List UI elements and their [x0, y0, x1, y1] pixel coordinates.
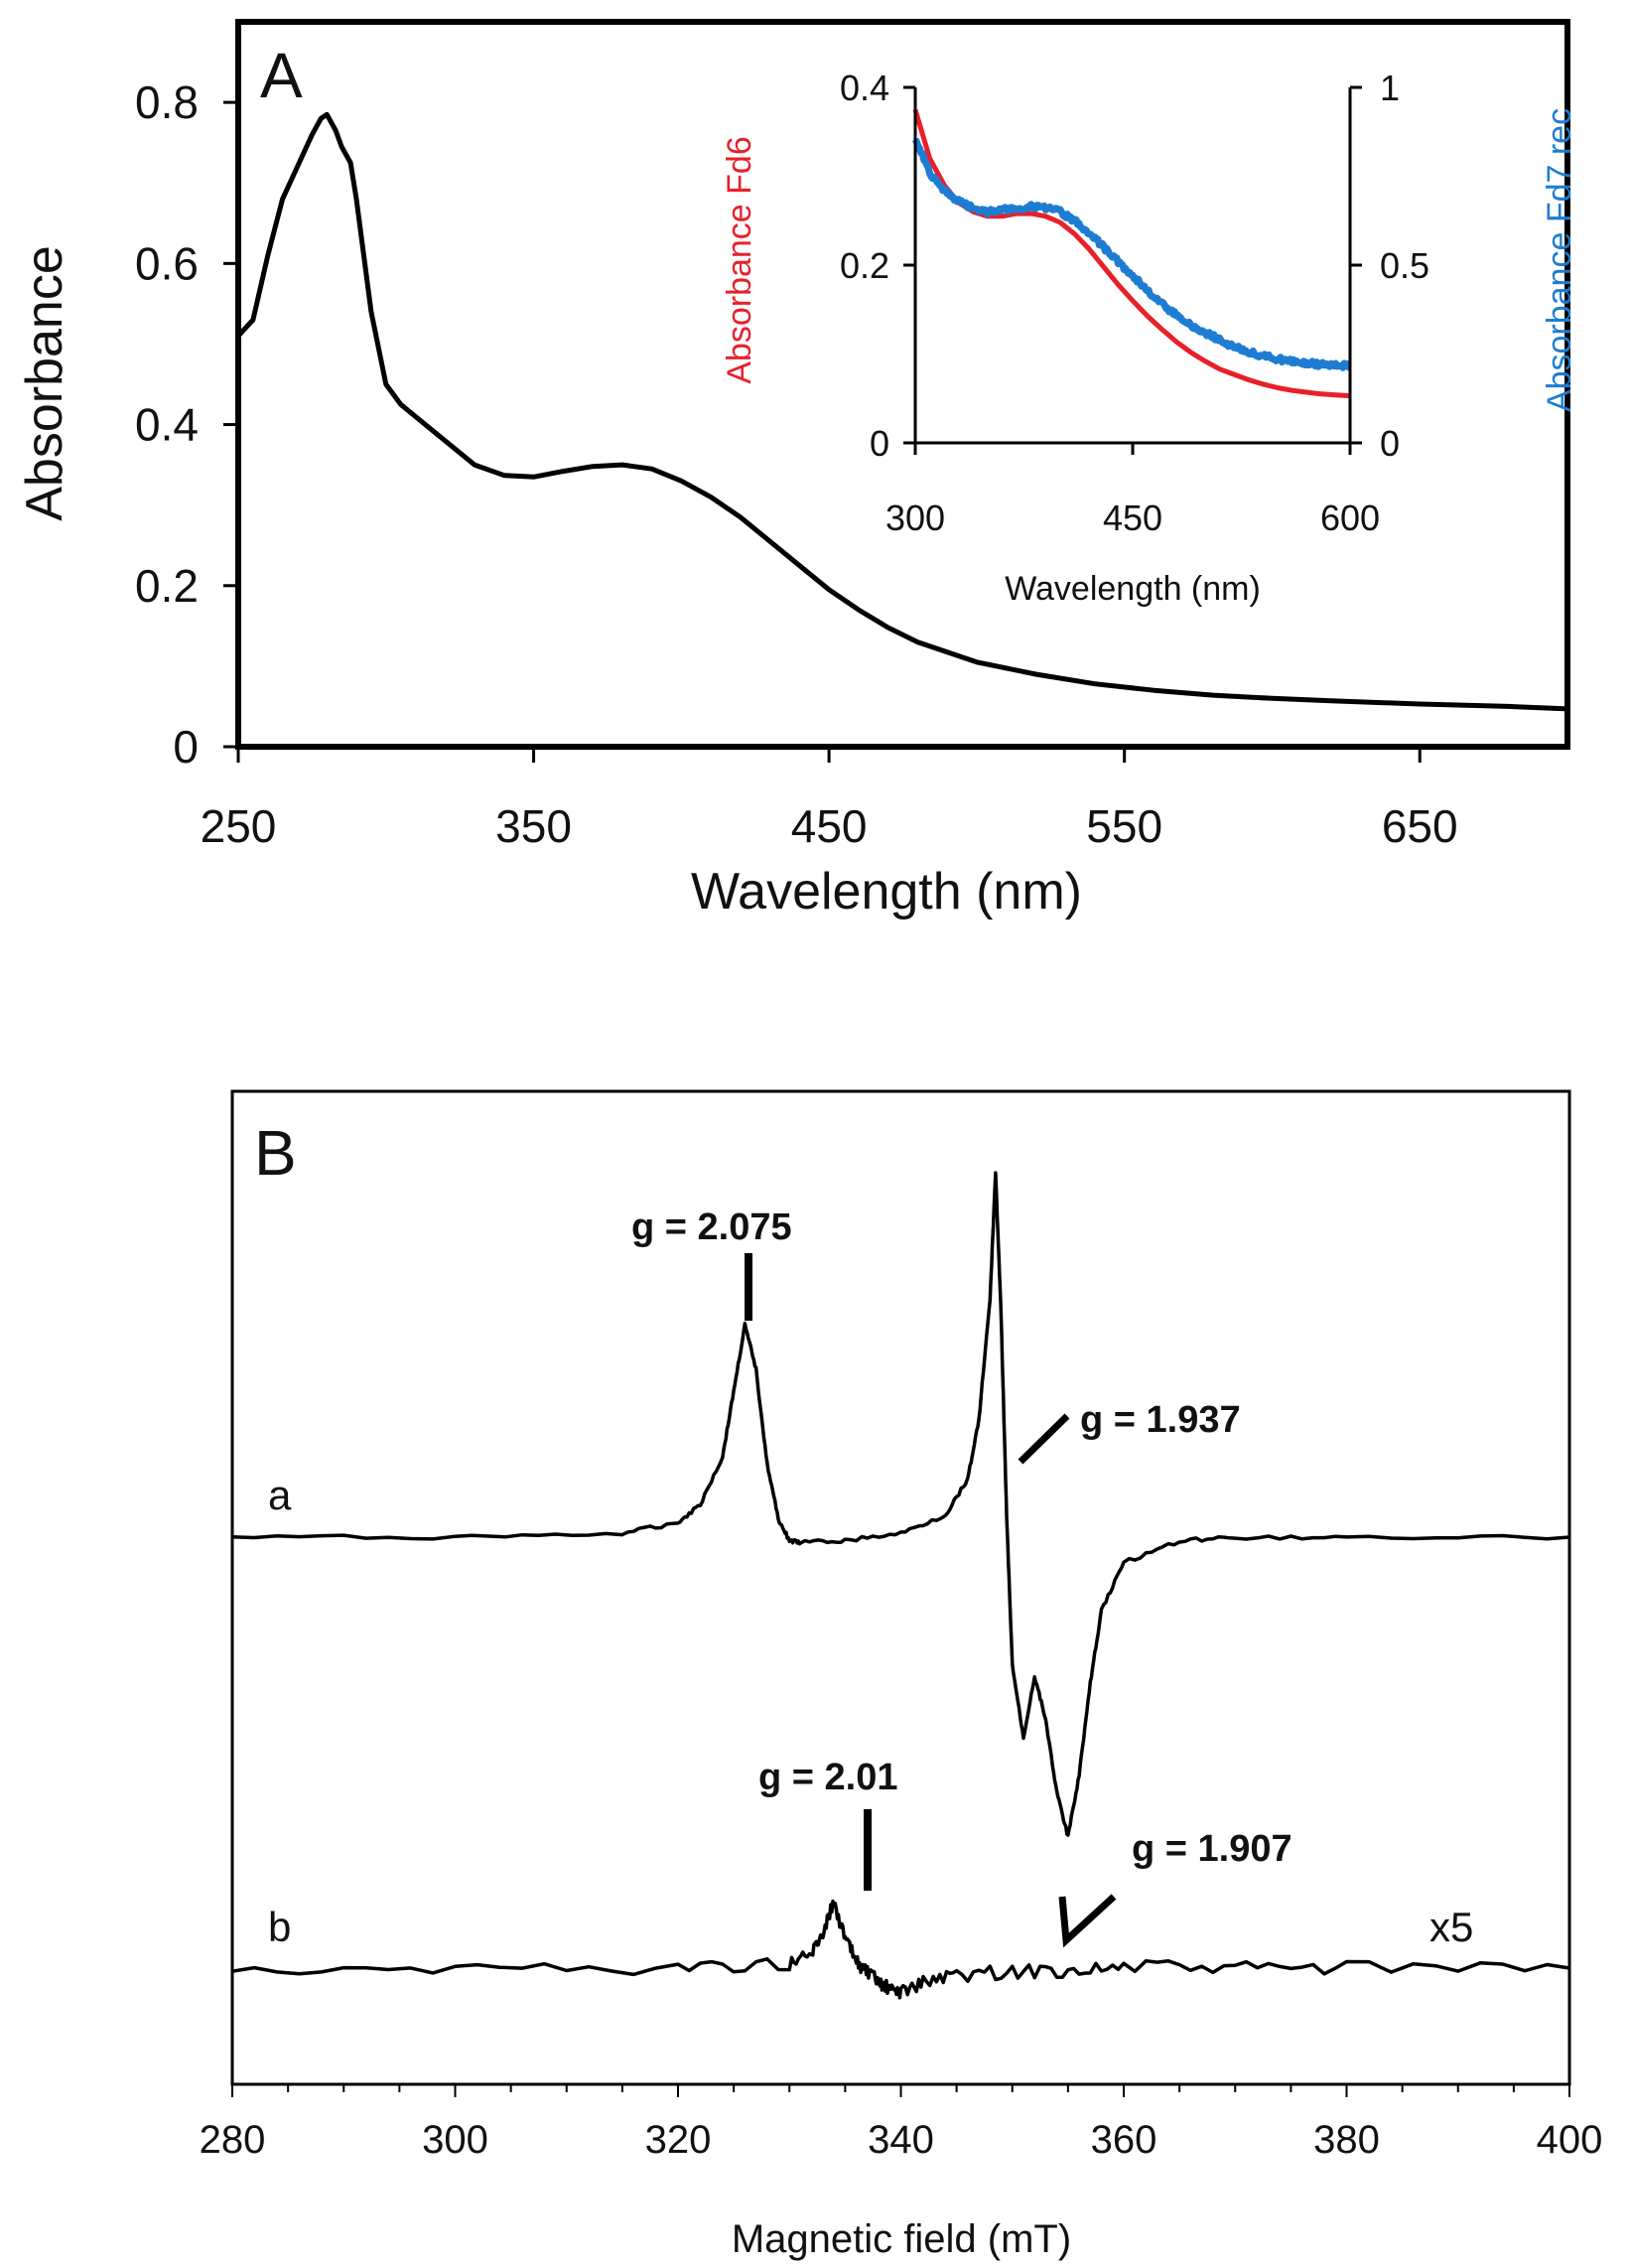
panel-a-y-ticks: 0 0.2 0.4 0.6 0.8	[135, 76, 238, 773]
inset-right-y-tick-label: 0	[1380, 423, 1400, 464]
annotation-g-1-907-marker	[1058, 1894, 1117, 1948]
inset-left-y-tick-label: 0	[870, 423, 889, 464]
panel-a-inset-chart: 00.20.4 00.51 300 450 600 Wavelength (nm) …	[721, 68, 1578, 608]
annotation-g-2-01: g = 2.01	[758, 1757, 897, 1798]
inset-right-y-tick-label: 1	[1380, 68, 1400, 108]
epr-trace-a	[231, 1171, 1570, 1837]
panel-b-x-tick-label: 380	[1313, 2118, 1380, 2162]
panel-b-epr-chart: B 280 300 320 340 360 380 400 Magnetic field (…	[200, 1089, 1603, 2261]
panel-b-x-ticks: 280 300 320 340 360 380 400	[200, 2084, 1603, 2162]
panel-a-absorbance-line	[236, 111, 1568, 712]
inset-fd7-rec-line	[911, 137, 1352, 371]
panel-a-y-tick-label: 0.2	[135, 560, 199, 612]
panel-b-x-axis-title: Magnetic field (mT)	[732, 2217, 1071, 2261]
panel-b-x-tick-label: 360	[1091, 2118, 1157, 2162]
panel-a-letter: A	[260, 40, 303, 111]
panel-a-x-tick-label: 650	[1382, 800, 1458, 852]
trace-a-label: a	[268, 1472, 292, 1518]
inset-left-y-axis-title: Absorbance Fd6	[721, 136, 758, 384]
panel-b-x-tick-label: 400	[1537, 2118, 1603, 2162]
panel-a-y-tick-label: 0.6	[135, 237, 199, 289]
panel-a-y-tick-label: 0	[173, 721, 199, 773]
annotation-g-2-075: g = 2.075	[631, 1206, 792, 1248]
inset-x-tick-label: 300	[885, 497, 945, 538]
inset-left-y-tick-label: 0.2	[840, 245, 889, 286]
panel-b-letter: B	[254, 1117, 297, 1189]
inset-left-y-ticks: 0 0.2 0.4	[840, 68, 915, 464]
panel-a-x-tick-label: 250	[201, 800, 277, 852]
panel-a-x-axis-title: Wavelength (nm)	[691, 863, 1082, 921]
annotation-g-1-937: g = 1.937	[1080, 1399, 1241, 1441]
trace-b-scale-label: x5	[1429, 1904, 1473, 1950]
panel-a-x-tick-label: 550	[1086, 800, 1162, 852]
panel-b-frame	[230, 1089, 1571, 2086]
inset-x-ticks: 300 450 600	[885, 443, 1380, 538]
annotation-g-1-937-marker	[1018, 1413, 1070, 1465]
inset-right-y-axis-title: Absorbance Fd7 rec	[1541, 108, 1578, 412]
inset-right-y-tick-label: 0.5	[1380, 245, 1429, 286]
panel-a-y-axis-title: Absorbance	[16, 245, 73, 521]
panel-a-y-tick-label: 0.8	[135, 76, 199, 128]
panel-b-x-tick-label: 280	[200, 2118, 266, 2162]
panel-b-x-tick-label: 300	[422, 2118, 488, 2162]
panel-b-x-tick-label: 340	[868, 2118, 934, 2162]
inset-x-tick-label: 600	[1320, 497, 1380, 538]
panel-b-x-tick-label: 320	[645, 2118, 712, 2162]
panel-a-x-tick-label: 450	[791, 800, 868, 852]
inset-x-tick-label: 450	[1103, 497, 1162, 538]
inset-x-axis-title: Wavelength (nm)	[1005, 570, 1261, 608]
annotation-g-1-907: g = 1.907	[1132, 1828, 1292, 1870]
panel-b-series	[231, 1171, 1570, 2000]
panel-a-x-tick-label: 350	[495, 800, 572, 852]
panel-a-x-ticks: 250 350 450 550 650	[201, 747, 1458, 852]
inset-left-y-tick-label: 0.4	[840, 68, 889, 108]
inset-series	[911, 108, 1352, 399]
epr-trace-b	[231, 1899, 1570, 2000]
panel-a-uv-vis-chart: A 0 0.2 0.4 0.6 0.8 250 350 450 550 650 Waveleng…	[16, 19, 1578, 921]
panel-a-frame	[235, 19, 1570, 750]
panel-a-series	[236, 111, 1568, 712]
trace-b-label: b	[268, 1904, 291, 1950]
inset-right-y-ticks: 00.51	[1350, 68, 1429, 464]
inset-fd6-line	[912, 108, 1351, 399]
panel-a-y-tick-label: 0.4	[135, 399, 199, 451]
